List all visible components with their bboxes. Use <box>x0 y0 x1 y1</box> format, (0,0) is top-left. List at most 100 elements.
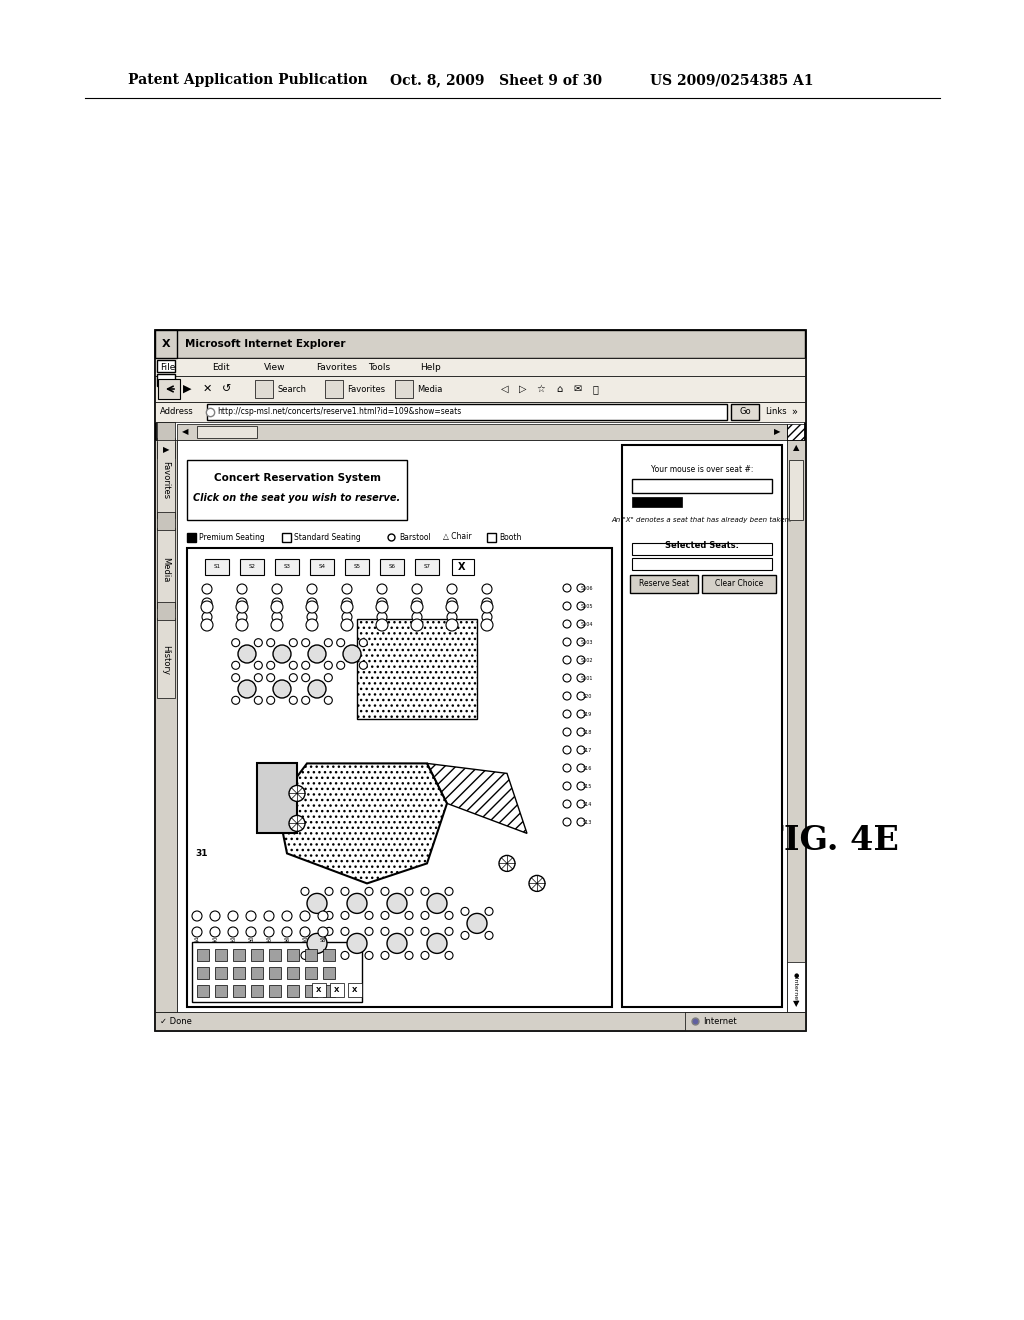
Text: S7: S7 <box>302 937 308 942</box>
Bar <box>197 949 209 961</box>
Bar <box>269 985 281 997</box>
Bar <box>395 380 413 399</box>
Circle shape <box>254 639 262 647</box>
Circle shape <box>202 612 212 622</box>
Circle shape <box>381 887 389 895</box>
Circle shape <box>272 583 282 594</box>
Circle shape <box>577 729 585 737</box>
Circle shape <box>237 583 247 594</box>
Text: S15: S15 <box>583 784 592 788</box>
Circle shape <box>563 710 571 718</box>
Bar <box>487 533 496 543</box>
Circle shape <box>282 927 292 937</box>
Text: S2: S2 <box>212 937 218 942</box>
Circle shape <box>499 855 515 871</box>
Text: S4: S4 <box>318 565 326 569</box>
Text: History: History <box>162 645 171 675</box>
Circle shape <box>577 710 585 718</box>
Bar <box>323 949 335 961</box>
Circle shape <box>421 911 429 920</box>
Bar <box>287 985 299 997</box>
Bar <box>215 985 227 997</box>
Circle shape <box>342 598 352 609</box>
Bar <box>312 983 326 997</box>
Circle shape <box>341 887 349 895</box>
Circle shape <box>445 887 453 895</box>
Bar <box>240 558 264 576</box>
Text: Internet: Internet <box>703 1016 736 1026</box>
Text: S1: S1 <box>213 565 220 569</box>
Circle shape <box>266 639 274 647</box>
Circle shape <box>485 932 493 940</box>
Bar <box>330 983 344 997</box>
Circle shape <box>325 639 333 647</box>
Circle shape <box>467 913 487 933</box>
Bar <box>155 376 805 403</box>
Text: FIG. 4E: FIG. 4E <box>760 824 899 857</box>
Circle shape <box>266 697 274 705</box>
Circle shape <box>412 598 422 609</box>
Text: Tools: Tools <box>368 363 390 371</box>
Text: Address: Address <box>160 408 194 417</box>
Text: Booth: Booth <box>499 532 521 541</box>
Circle shape <box>264 911 274 921</box>
Text: ↺: ↺ <box>222 384 231 393</box>
Circle shape <box>290 639 297 647</box>
Circle shape <box>289 816 305 832</box>
Text: X: X <box>459 562 466 572</box>
Bar <box>348 983 362 997</box>
Circle shape <box>301 911 309 920</box>
Text: Reserve Seat: Reserve Seat <box>639 579 689 589</box>
Circle shape <box>337 661 345 669</box>
Circle shape <box>365 887 373 895</box>
Circle shape <box>412 612 422 622</box>
Circle shape <box>238 645 256 663</box>
Circle shape <box>306 619 318 631</box>
Circle shape <box>228 911 238 921</box>
Circle shape <box>445 911 453 920</box>
Circle shape <box>412 583 422 594</box>
Circle shape <box>421 952 429 960</box>
Circle shape <box>342 612 352 622</box>
Circle shape <box>529 875 545 891</box>
Circle shape <box>482 598 492 609</box>
Bar <box>380 558 404 576</box>
Text: S105: S105 <box>581 603 593 609</box>
Circle shape <box>318 911 328 921</box>
Text: Concert Reservation System: Concert Reservation System <box>213 473 381 483</box>
Text: ▼: ▼ <box>793 999 800 1008</box>
Circle shape <box>325 887 333 895</box>
Circle shape <box>231 639 240 647</box>
Circle shape <box>365 928 373 936</box>
Text: X: X <box>334 987 340 993</box>
Bar <box>155 330 805 358</box>
Circle shape <box>563 675 571 682</box>
Circle shape <box>563 729 571 737</box>
Circle shape <box>411 619 423 631</box>
Bar <box>157 374 175 385</box>
Circle shape <box>347 894 367 913</box>
Text: ▲: ▲ <box>793 444 800 453</box>
Circle shape <box>246 927 256 937</box>
Bar <box>158 379 180 399</box>
Text: S18: S18 <box>583 730 592 734</box>
Circle shape <box>325 661 333 669</box>
Bar <box>269 949 281 961</box>
Circle shape <box>341 911 349 920</box>
Circle shape <box>307 583 317 594</box>
Circle shape <box>343 645 361 663</box>
Circle shape <box>325 673 333 681</box>
Bar <box>787 440 805 1012</box>
Text: Favorites: Favorites <box>162 461 171 499</box>
Text: 31: 31 <box>196 849 208 858</box>
Circle shape <box>307 612 317 622</box>
Circle shape <box>347 933 367 953</box>
Text: Standard Seating: Standard Seating <box>294 532 360 541</box>
Bar <box>269 968 281 979</box>
Bar <box>632 498 682 507</box>
Circle shape <box>563 764 571 772</box>
Circle shape <box>231 661 240 669</box>
Circle shape <box>236 619 248 631</box>
Circle shape <box>271 601 283 612</box>
Circle shape <box>290 697 297 705</box>
